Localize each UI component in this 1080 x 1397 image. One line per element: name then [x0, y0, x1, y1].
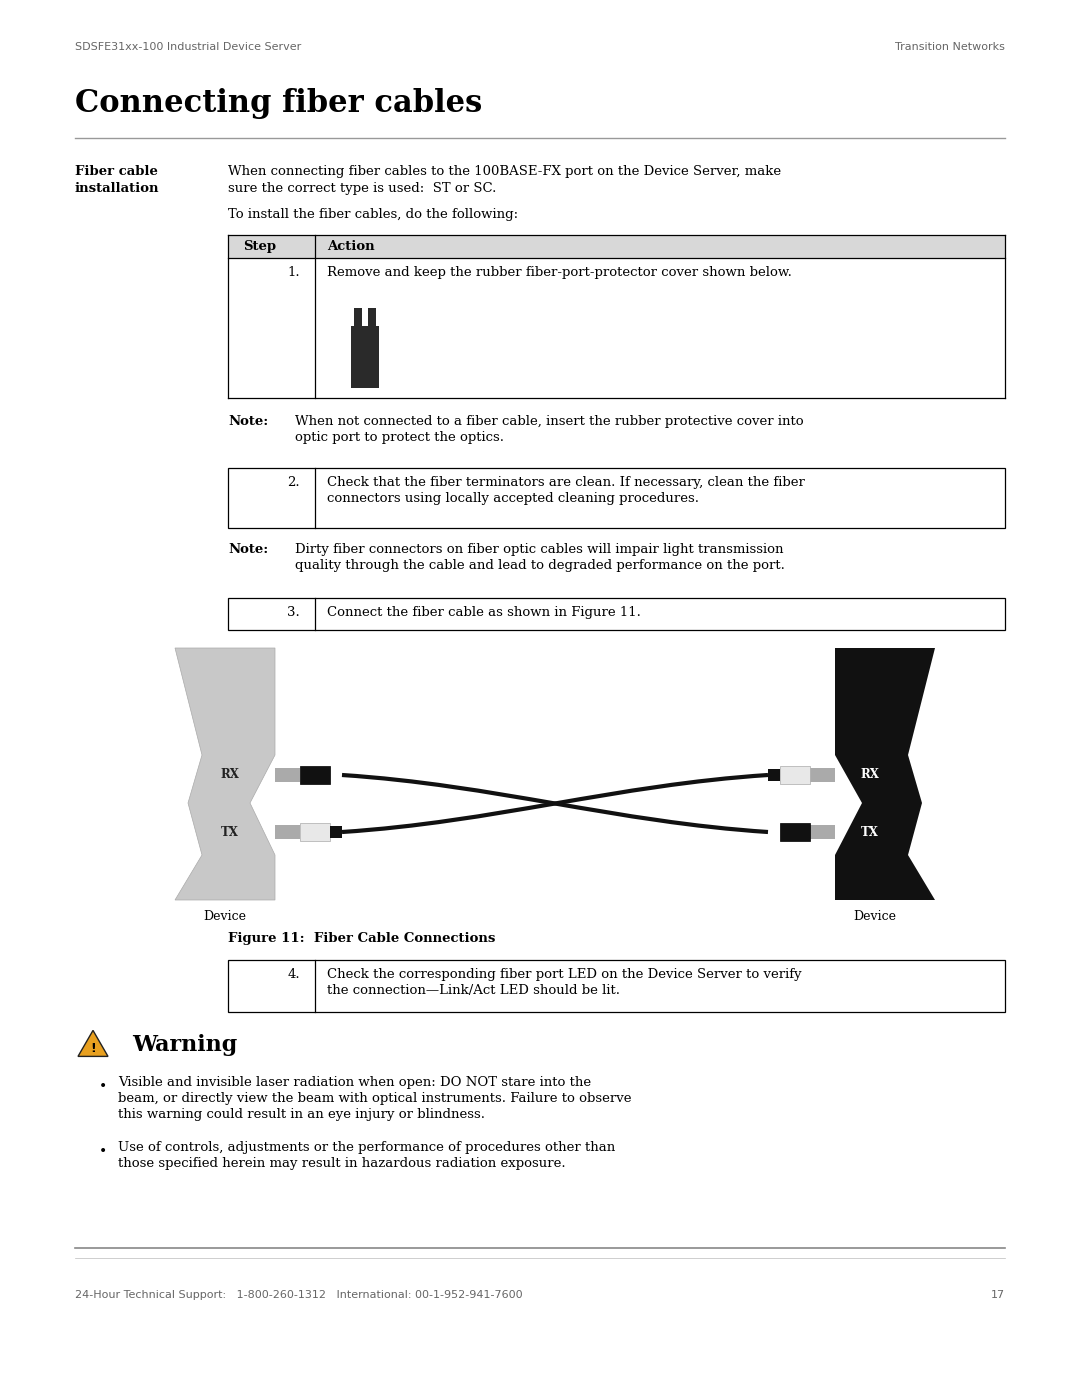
- Text: Visible and invisible laser radiation when open: DO NOT stare into the: Visible and invisible laser radiation wh…: [118, 1076, 591, 1090]
- Text: SDSFE31xx-100 Industrial Device Server: SDSFE31xx-100 Industrial Device Server: [75, 42, 301, 52]
- Bar: [810, 768, 835, 782]
- Text: Figure 11:  Fiber Cable Connections: Figure 11: Fiber Cable Connections: [228, 932, 496, 944]
- Bar: [228, 468, 1005, 528]
- Text: Step: Step: [243, 240, 276, 253]
- Text: Check that the fiber terminators are clean. If necessary, clean the fiber: Check that the fiber terminators are cle…: [327, 476, 805, 489]
- Text: Note:: Note:: [228, 543, 268, 556]
- Text: those specified herein may result in hazardous radiation exposure.: those specified herein may result in haz…: [118, 1157, 566, 1171]
- Bar: [228, 235, 1005, 258]
- Text: Fiber cable: Fiber cable: [75, 165, 158, 177]
- Text: When connecting fiber cables to the 100BASE-FX port on the Device Server, make: When connecting fiber cables to the 100B…: [228, 165, 781, 177]
- Text: Device: Device: [203, 909, 246, 923]
- Bar: [330, 826, 342, 838]
- Bar: [780, 766, 810, 784]
- Text: optic port to protect the optics.: optic port to protect the optics.: [295, 432, 504, 444]
- Text: •: •: [99, 1144, 107, 1158]
- Text: 1.: 1.: [287, 265, 300, 279]
- PathPatch shape: [835, 648, 935, 900]
- Text: 17: 17: [990, 1289, 1005, 1301]
- Text: Use of controls, adjustments or the performance of procedures other than: Use of controls, adjustments or the perf…: [118, 1141, 616, 1154]
- Text: quality through the cable and lead to degraded performance on the port.: quality through the cable and lead to de…: [295, 559, 785, 571]
- Text: Remove and keep the rubber fiber-port-protector cover shown below.: Remove and keep the rubber fiber-port-pr…: [327, 265, 792, 279]
- Text: Check the corresponding fiber port LED on the Device Server to verify: Check the corresponding fiber port LED o…: [327, 968, 801, 981]
- Text: Transition Networks: Transition Networks: [895, 42, 1005, 52]
- Text: connectors using locally accepted cleaning procedures.: connectors using locally accepted cleani…: [327, 492, 699, 504]
- Text: When not connected to a fiber cable, insert the rubber protective cover into: When not connected to a fiber cable, ins…: [295, 415, 804, 427]
- Bar: [351, 326, 379, 388]
- Polygon shape: [78, 1031, 108, 1056]
- Text: the connection—Link/Act LED should be lit.: the connection—Link/Act LED should be li…: [327, 983, 620, 997]
- Text: Action: Action: [327, 240, 375, 253]
- Text: 3.: 3.: [287, 606, 300, 619]
- Text: TX: TX: [861, 826, 879, 838]
- Text: this warning could result in an eye injury or blindness.: this warning could result in an eye inju…: [118, 1108, 485, 1120]
- Text: RX: RX: [220, 768, 240, 781]
- Text: 2.: 2.: [287, 476, 300, 489]
- Bar: [300, 766, 330, 784]
- Bar: [300, 823, 330, 841]
- Text: Warning: Warning: [132, 1034, 238, 1056]
- Bar: [275, 826, 300, 840]
- Bar: [354, 307, 362, 330]
- Text: Note:: Note:: [228, 415, 268, 427]
- Text: To install the fiber cables, do the following:: To install the fiber cables, do the foll…: [228, 208, 518, 221]
- Text: 4.: 4.: [287, 968, 300, 981]
- Text: beam, or directly view the beam with optical instruments. Failure to observe: beam, or directly view the beam with opt…: [118, 1092, 632, 1105]
- Text: Device: Device: [853, 909, 896, 923]
- Text: installation: installation: [75, 182, 160, 196]
- PathPatch shape: [175, 648, 275, 900]
- Text: •: •: [99, 1078, 107, 1092]
- Text: Connect the fiber cable as shown in Figure 11.: Connect the fiber cable as shown in Figu…: [327, 606, 640, 619]
- Text: !: !: [90, 1042, 96, 1055]
- Bar: [810, 826, 835, 840]
- Bar: [275, 768, 300, 782]
- Text: RX: RX: [861, 768, 879, 781]
- Bar: [768, 768, 780, 781]
- Text: Connecting fiber cables: Connecting fiber cables: [75, 88, 483, 119]
- Bar: [228, 960, 1005, 1011]
- Bar: [368, 307, 376, 330]
- Text: 24-Hour Technical Support:   1-800-260-1312   International: 00-1-952-941-7600: 24-Hour Technical Support: 1-800-260-131…: [75, 1289, 523, 1301]
- Text: sure the correct type is used:  ST or SC.: sure the correct type is used: ST or SC.: [228, 182, 497, 196]
- Bar: [228, 598, 1005, 630]
- Bar: [780, 823, 810, 841]
- Text: TX: TX: [221, 826, 239, 838]
- Text: Dirty fiber connectors on fiber optic cables will impair light transmission: Dirty fiber connectors on fiber optic ca…: [295, 543, 783, 556]
